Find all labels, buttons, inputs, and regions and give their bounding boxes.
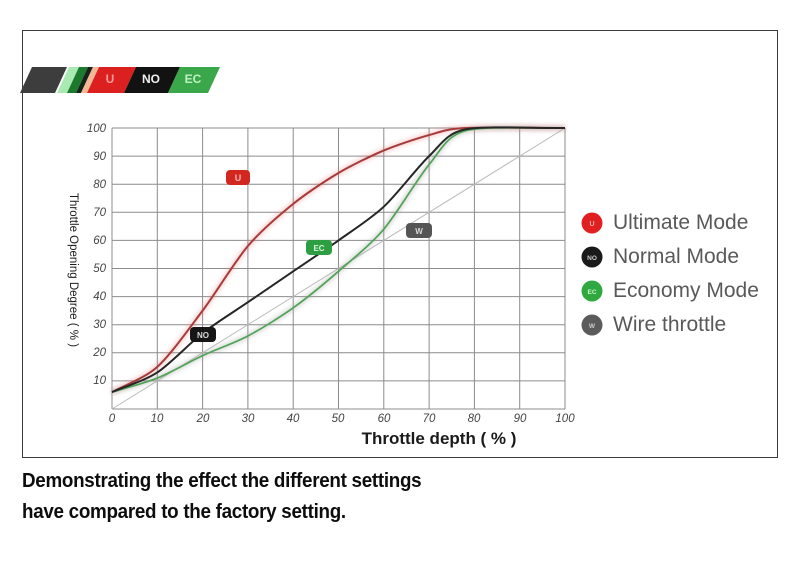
svg-text:Normal Mode: Normal Mode <box>613 245 739 268</box>
svg-text:50: 50 <box>93 263 106 275</box>
svg-text:60: 60 <box>378 413 391 425</box>
svg-text:40: 40 <box>93 291 106 303</box>
svg-text:20: 20 <box>92 347 106 359</box>
svg-text:30: 30 <box>242 413 255 425</box>
svg-text:90: 90 <box>93 151 106 163</box>
svg-text:90: 90 <box>514 413 527 425</box>
svg-text:100: 100 <box>87 123 107 135</box>
svg-text:U: U <box>589 221 594 228</box>
svg-text:EC: EC <box>185 72 202 86</box>
svg-text:U: U <box>106 72 115 86</box>
svg-text:Economy Mode: Economy Mode <box>613 279 759 302</box>
svg-text:0: 0 <box>109 413 116 425</box>
svg-text:80: 80 <box>468 413 481 425</box>
svg-text:70: 70 <box>423 413 436 425</box>
svg-text:NO: NO <box>197 331 209 340</box>
svg-text:EC: EC <box>587 289 596 296</box>
svg-text:10: 10 <box>93 375 106 387</box>
svg-text:W: W <box>589 323 596 330</box>
svg-text:U: U <box>235 173 242 183</box>
svg-text:20: 20 <box>196 413 210 425</box>
svg-text:EC: EC <box>313 244 324 253</box>
svg-text:Throttle Opening Degree ( % ): Throttle Opening Degree ( % ) <box>67 193 79 347</box>
svg-text:W: W <box>415 227 423 236</box>
svg-text:40: 40 <box>287 413 300 425</box>
svg-text:NO: NO <box>142 72 160 86</box>
svg-text:50: 50 <box>332 413 345 425</box>
svg-text:80: 80 <box>93 179 106 191</box>
svg-text:NO: NO <box>587 255 597 262</box>
svg-text:100: 100 <box>555 413 575 425</box>
svg-text:30: 30 <box>93 319 106 331</box>
svg-text:10: 10 <box>151 413 164 425</box>
svg-text:Throttle depth ( % ): Throttle depth ( % ) <box>362 429 517 448</box>
svg-text:60: 60 <box>93 235 106 247</box>
svg-text:Ultimate Mode: Ultimate Mode <box>613 211 748 234</box>
svg-text:Wire throttle: Wire throttle <box>613 313 726 336</box>
svg-text:70: 70 <box>93 207 106 219</box>
